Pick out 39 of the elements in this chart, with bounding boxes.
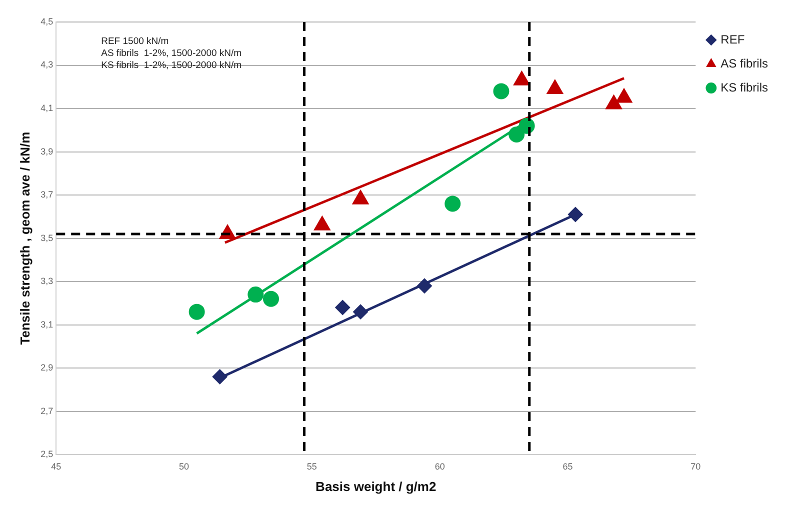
point [212,369,228,384]
point [353,304,368,320]
point [263,290,279,307]
y-tick-label: 4,1 [40,103,54,114]
legend-label: REF [720,32,745,46]
y-axis-title: Tensile strength , geom ave / kN/m [17,132,32,345]
x-axis-title: Basis weight / g/m2 [316,478,436,494]
point [568,207,583,222]
point [508,126,525,142]
point [335,300,350,316]
point [616,88,632,103]
point [513,70,530,86]
y-tick-label: 3,7 [40,190,54,200]
legend-label: KS fibrils [720,80,768,94]
x-tick-label: 70 [690,461,701,472]
annotation: AS fibrils 1-2%, 1500-2000 kN/m [101,48,242,59]
y-tick-label: 2,7 [40,406,54,416]
y-tick-label: 3,1 [40,319,54,330]
x-tick-label: 55 [306,461,317,472]
y-tick-label: 3,3 [40,276,54,286]
annotation: REF 1500 kN/m [101,36,169,47]
y-tick-label: 4,3 [40,60,54,70]
annotation: KS fibrils 1-2%, 1500-2000 kN/m [101,60,242,71]
x-tick-label: 65 [562,461,573,472]
y-tick-label: 3,5 [40,232,54,243]
x-tick-label: 45 [51,461,62,472]
x-tick-label: 60 [434,461,445,472]
y-tick-label: 4,5 [40,16,54,26]
y-tick-label: 2,5 [40,449,54,460]
point [248,286,264,303]
legend-label: AS fibrils [720,56,768,70]
y-tick-label: 2,9 [40,362,54,373]
point [606,94,622,110]
point [416,278,432,294]
point [444,196,461,212]
x-tick-label: 50 [179,461,190,472]
point [188,304,205,320]
y-tick-label: 3,9 [40,146,54,156]
point [546,80,564,94]
